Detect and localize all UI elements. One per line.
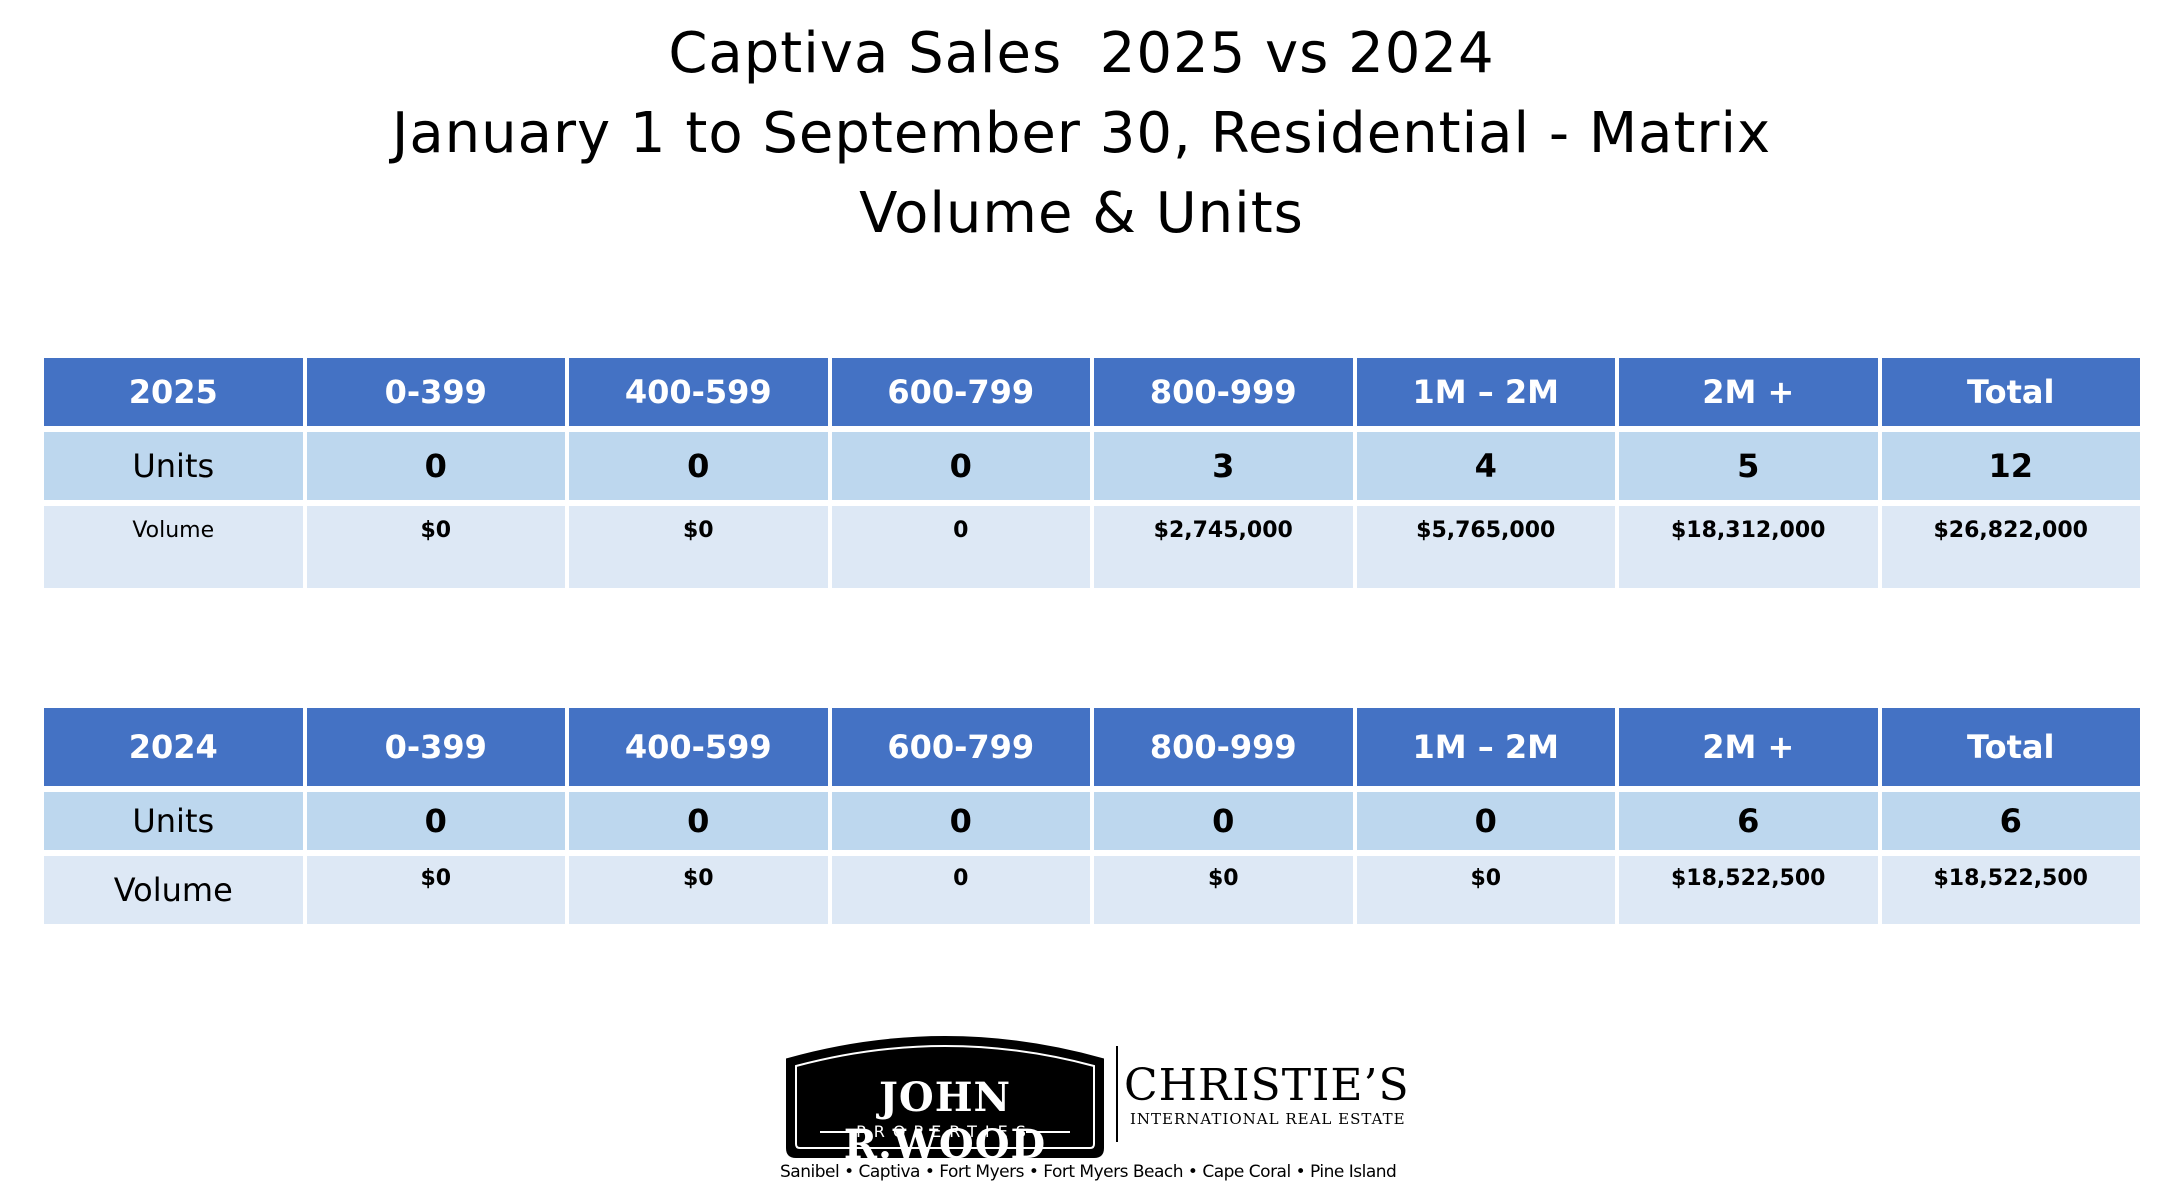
row-label-units: Units xyxy=(44,792,303,850)
table-row-units: Units 0 0 0 0 0 6 6 xyxy=(44,792,2140,850)
volume-cell: 0 xyxy=(831,856,1090,924)
units-cell: 0 xyxy=(306,432,565,500)
john-r-wood-logo: JOHN R.WOOD PROPERTIES xyxy=(780,1020,1110,1168)
volume-cell: $0 xyxy=(569,856,828,924)
volume-cell: $0 xyxy=(569,506,828,588)
volume-total-cell: $18,522,500 xyxy=(1881,856,2140,924)
volume-cell: $2,745,000 xyxy=(1094,506,1353,588)
units-cell: 0 xyxy=(306,792,565,850)
units-cell: 0 xyxy=(569,432,828,500)
header-400-599: 400-599 xyxy=(569,708,828,786)
table-row-volume: Volume $0 $0 0 $2,745,000 $5,765,000 $18… xyxy=(44,506,2140,588)
volume-cell: $0 xyxy=(1356,856,1615,924)
volume-cell: 0 xyxy=(831,506,1090,588)
christies-subtitle: INTERNATIONAL REAL ESTATE xyxy=(1130,1110,1406,1128)
header-0-399: 0-399 xyxy=(306,708,565,786)
header-2m-plus: 2M + xyxy=(1619,708,1878,786)
header-600-799: 600-799 xyxy=(831,708,1090,786)
header-400-599: 400-599 xyxy=(569,358,828,426)
header-1m-2m: 1M – 2M xyxy=(1356,708,1615,786)
units-cell: 0 xyxy=(569,792,828,850)
table-row-volume: Volume $0 $0 0 $0 $0 $18,522,500 $18,522… xyxy=(44,856,2140,924)
header-total: Total xyxy=(1881,708,2140,786)
header-0-399: 0-399 xyxy=(306,358,565,426)
title-line-3: Volume & Units xyxy=(859,181,1304,246)
table-row-units: Units 0 0 0 3 4 5 12 xyxy=(44,432,2140,500)
page-title: Captiva Sales 2025 vs 2024 January 1 to … xyxy=(0,14,2163,254)
volume-cell: $0 xyxy=(1094,856,1353,924)
logo-badge-shape xyxy=(786,1036,1104,1158)
table-header-row: 2025 0-399 400-599 600-799 800-999 1M – … xyxy=(44,358,2140,426)
units-total-cell: 6 xyxy=(1881,792,2140,850)
units-cell: 3 xyxy=(1094,432,1353,500)
locations-tagline: Sanibel • Captiva • Fort Myers • Fort My… xyxy=(780,1162,1397,1182)
volume-cell: $5,765,000 xyxy=(1356,506,1615,588)
header-800-999: 800-999 xyxy=(1094,708,1353,786)
units-cell: 0 xyxy=(1356,792,1615,850)
volume-cell: $0 xyxy=(306,856,565,924)
title-line-1: Captiva Sales 2025 vs 2024 xyxy=(668,21,1495,86)
volume-cell: $0 xyxy=(306,506,565,588)
volume-total-cell: $26,822,000 xyxy=(1881,506,2140,588)
units-cell: 6 xyxy=(1619,792,1878,850)
row-label-volume: Volume xyxy=(44,856,303,924)
brand-logos: JOHN R.WOOD PROPERTIES CHRISTIE’S INTERN… xyxy=(780,1020,1420,1182)
units-cell: 0 xyxy=(831,432,1090,500)
header-1m-2m: 1M – 2M xyxy=(1356,358,1615,426)
row-label-volume: Volume xyxy=(44,506,303,588)
table-header-row: 2024 0-399 400-599 600-799 800-999 1M – … xyxy=(44,708,2140,786)
units-total-cell: 12 xyxy=(1881,432,2140,500)
sales-table-2025: 2025 0-399 400-599 600-799 800-999 1M – … xyxy=(40,352,2144,594)
units-cell: 0 xyxy=(831,792,1090,850)
header-2m-plus: 2M + xyxy=(1619,358,1878,426)
units-cell: 0 xyxy=(1094,792,1353,850)
john-r-wood-subtitle: PROPERTIES xyxy=(856,1122,1034,1141)
header-600-799: 600-799 xyxy=(831,358,1090,426)
header-year: 2024 xyxy=(44,708,303,786)
logo-divider xyxy=(1116,1046,1118,1142)
header-year: 2025 xyxy=(44,358,303,426)
volume-cell: $18,522,500 xyxy=(1619,856,1878,924)
units-cell: 4 xyxy=(1356,432,1615,500)
john-r-wood-name: JOHN R.WOOD xyxy=(843,1074,1047,1168)
row-label-units: Units xyxy=(44,432,303,500)
volume-cell: $18,312,000 xyxy=(1619,506,1878,588)
title-line-2: January 1 to September 30, Residential -… xyxy=(391,101,1772,166)
header-total: Total xyxy=(1881,358,2140,426)
units-cell: 5 xyxy=(1619,432,1878,500)
christies-name: CHRISTIE’S xyxy=(1124,1060,1410,1111)
header-800-999: 800-999 xyxy=(1094,358,1353,426)
sales-table-2024: 2024 0-399 400-599 600-799 800-999 1M – … xyxy=(40,702,2144,930)
